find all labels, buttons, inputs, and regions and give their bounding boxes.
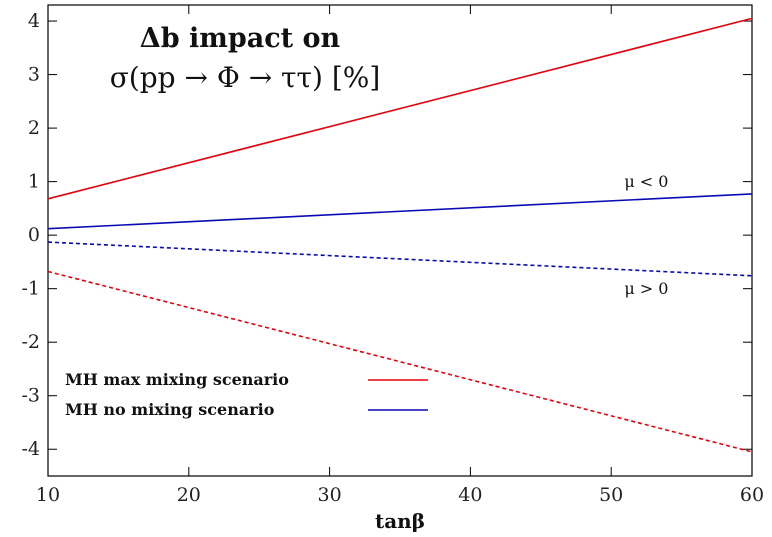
plot-frame (47, 4, 753, 477)
annotation-label: μ > 0 (624, 279, 668, 298)
series-line (47, 270, 753, 453)
x-tick-label: 40 (458, 484, 482, 506)
y-tick-label: 3 (28, 64, 40, 86)
series-line (47, 17, 753, 200)
axis-ticks: -4 -3 -2 -1 0 1 2 3 4 10 20 30 40 50 60 (21, 5, 764, 506)
y-tick-label: -2 (21, 331, 40, 353)
annotations: μ < 0 μ > 0 (624, 172, 668, 298)
legend: MH max mixing scenario MH no mixing scena… (65, 370, 428, 419)
x-tick-label: 10 (36, 484, 60, 506)
y-tick-label: -1 (21, 278, 40, 300)
y-tick-label: -3 (21, 385, 40, 407)
x-axis-label: tanβ (375, 509, 425, 533)
legend-label: MH max mixing scenario (65, 370, 289, 389)
x-tick-label: 30 (318, 484, 342, 506)
y-tick-label: 2 (28, 117, 40, 139)
annotation-label: μ < 0 (624, 172, 668, 191)
x-tick-label: 50 (599, 484, 623, 506)
y-tick-label: 4 (28, 10, 40, 32)
series-line (47, 193, 753, 230)
y-tick-label: 1 (28, 171, 40, 193)
y-tick-label: -4 (21, 438, 40, 460)
series-group (47, 17, 753, 453)
series-line (47, 241, 753, 277)
x-tick-label: 60 (740, 484, 764, 506)
y-tick-label: 0 (28, 224, 40, 246)
x-tick-label: 20 (177, 484, 201, 506)
legend-label: MH no mixing scenario (65, 400, 275, 419)
chart-title-line1: Δb impact on (140, 23, 341, 54)
chart-title-line2: σ(pp → Φ → ττ) [%] (110, 61, 381, 94)
